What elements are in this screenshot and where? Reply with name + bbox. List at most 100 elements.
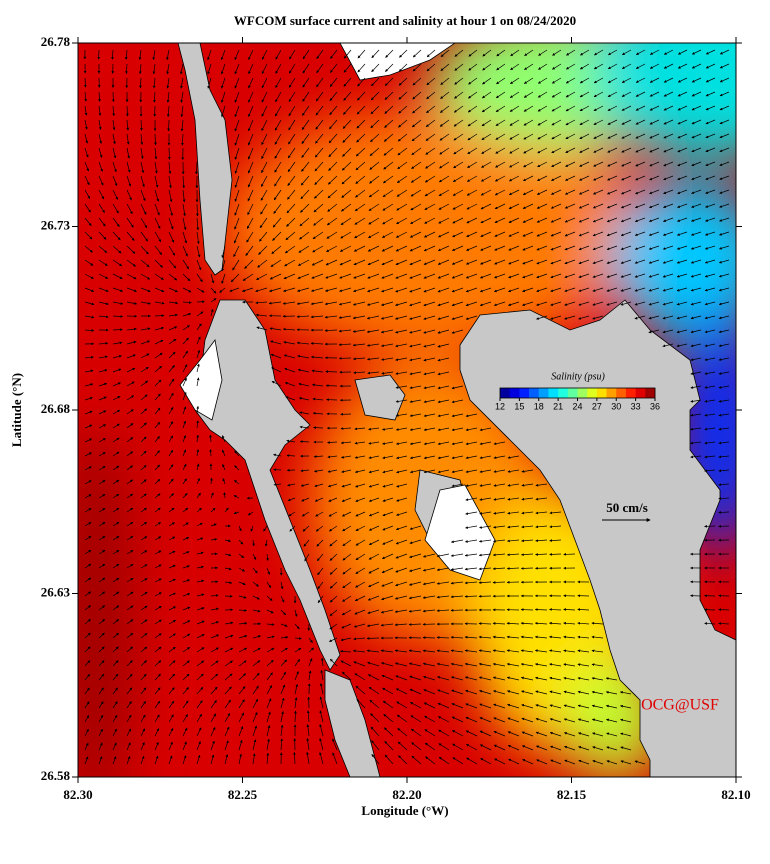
vector bbox=[340, 217, 352, 225]
vector bbox=[453, 119, 464, 127]
vector bbox=[719, 91, 730, 97]
vector bbox=[451, 245, 464, 251]
vector bbox=[691, 217, 702, 222]
vector bbox=[565, 161, 576, 167]
vector bbox=[439, 105, 450, 113]
y-axis-label: Latitude (°N) bbox=[9, 373, 24, 447]
vector bbox=[593, 105, 604, 112]
salinity-field bbox=[78, 43, 736, 777]
vector bbox=[621, 189, 632, 195]
vector bbox=[522, 203, 534, 209]
vector bbox=[438, 189, 450, 197]
vector bbox=[649, 161, 660, 167]
vector bbox=[719, 189, 730, 194]
vector bbox=[453, 105, 464, 113]
vector bbox=[301, 119, 310, 131]
colorbar-segment bbox=[625, 388, 636, 398]
vector bbox=[537, 133, 548, 140]
scale-label: 50 cm/s bbox=[606, 500, 648, 515]
vector bbox=[495, 147, 506, 154]
vector bbox=[467, 119, 478, 127]
vector bbox=[467, 133, 478, 141]
vector bbox=[663, 133, 674, 139]
vector bbox=[662, 231, 674, 236]
colorbar-segment bbox=[577, 388, 588, 398]
vector bbox=[578, 231, 590, 237]
vector bbox=[312, 245, 324, 253]
vector bbox=[302, 63, 310, 74]
vector bbox=[275, 91, 282, 103]
vector bbox=[536, 217, 548, 223]
vector bbox=[112, 189, 118, 200]
vector bbox=[481, 105, 492, 113]
vector bbox=[397, 133, 408, 142]
vector bbox=[607, 105, 618, 111]
vector bbox=[154, 217, 161, 229]
vector bbox=[663, 77, 674, 83]
vector bbox=[166, 77, 170, 89]
vector bbox=[467, 147, 478, 155]
vector bbox=[356, 119, 366, 129]
vector bbox=[425, 161, 436, 169]
colorbar-segment bbox=[509, 388, 520, 398]
vector bbox=[677, 133, 688, 139]
vector bbox=[126, 259, 136, 267]
vector bbox=[522, 189, 534, 196]
vector bbox=[524, 63, 534, 70]
vector bbox=[357, 77, 366, 87]
vector bbox=[98, 91, 101, 102]
colorbar-tick-label: 36 bbox=[650, 401, 660, 411]
vector bbox=[98, 105, 102, 116]
vector bbox=[168, 175, 172, 189]
vector bbox=[112, 245, 122, 254]
vector bbox=[299, 231, 310, 240]
vector bbox=[718, 245, 730, 250]
vector bbox=[138, 63, 142, 75]
vector bbox=[480, 231, 492, 237]
vector bbox=[140, 147, 144, 160]
colorbar-segment bbox=[567, 388, 578, 398]
vector bbox=[125, 63, 128, 75]
vector bbox=[409, 231, 422, 238]
vector bbox=[126, 175, 132, 187]
vector bbox=[677, 203, 688, 208]
vector bbox=[593, 63, 604, 70]
vector bbox=[395, 245, 408, 252]
vector bbox=[482, 63, 492, 71]
vector bbox=[607, 161, 618, 167]
y-tick-label: 26.73 bbox=[41, 217, 71, 232]
vector bbox=[182, 217, 187, 231]
vector bbox=[247, 133, 254, 146]
vector bbox=[112, 119, 116, 131]
y-tick-label: 26.78 bbox=[41, 34, 71, 49]
colorbar-tick-label: 15 bbox=[514, 401, 524, 411]
vector bbox=[261, 119, 268, 132]
vector bbox=[384, 77, 394, 86]
vector bbox=[112, 231, 121, 241]
vector bbox=[168, 189, 173, 203]
vector bbox=[536, 189, 548, 195]
vector bbox=[452, 231, 464, 238]
vector bbox=[452, 175, 464, 182]
vector bbox=[261, 77, 268, 89]
vector bbox=[719, 161, 730, 166]
vector bbox=[300, 189, 310, 200]
vector bbox=[705, 203, 716, 208]
vector bbox=[301, 161, 310, 172]
vector bbox=[606, 217, 618, 223]
vector bbox=[467, 105, 478, 113]
vector bbox=[607, 63, 618, 70]
vector bbox=[207, 63, 212, 75]
vector bbox=[196, 231, 200, 245]
vector bbox=[719, 133, 730, 139]
vector bbox=[635, 175, 646, 181]
vector bbox=[84, 175, 90, 186]
vector bbox=[705, 189, 716, 194]
vector bbox=[154, 133, 157, 146]
vector bbox=[676, 217, 688, 222]
vector bbox=[705, 91, 716, 97]
vector bbox=[384, 91, 394, 100]
vector bbox=[355, 189, 366, 198]
vector bbox=[232, 259, 240, 271]
vector bbox=[440, 49, 450, 57]
